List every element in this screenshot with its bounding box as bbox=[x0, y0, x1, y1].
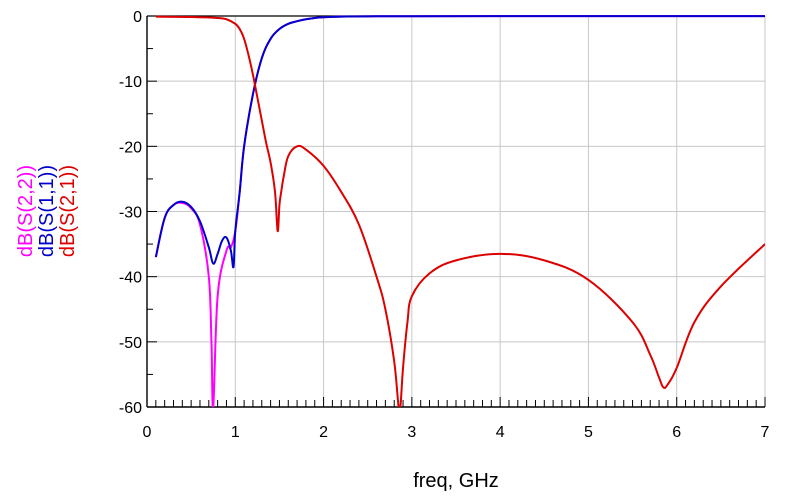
y-tick-label: -10 bbox=[119, 74, 142, 91]
x-tick-label: 5 bbox=[584, 424, 593, 441]
x-tick-label: 0 bbox=[143, 424, 152, 441]
legend-entry-db-s-1-1: dB(S(1,1)) bbox=[36, 165, 58, 257]
series-line-db-s-2-2 bbox=[154, 15, 765, 407]
x-tick-label: 1 bbox=[231, 424, 240, 441]
x-tick-label: 7 bbox=[761, 424, 770, 441]
y-tick-label: 0 bbox=[133, 9, 142, 26]
legend-entry-db-s-2-1: dB(S(2,1)) bbox=[57, 165, 79, 257]
y-tick-label: -30 bbox=[119, 205, 142, 222]
legend-entry-db-s-2-2: dB(S(2,2)) bbox=[15, 165, 37, 257]
y-tick-label: -40 bbox=[119, 270, 142, 287]
y-tick-label: -50 bbox=[119, 335, 142, 352]
y-tick-label: -20 bbox=[119, 139, 142, 156]
grid bbox=[147, 15, 766, 407]
x-axis-title: freq, GHz bbox=[413, 470, 499, 492]
y-tick-label: -60 bbox=[119, 400, 142, 417]
x-tick-label: 6 bbox=[672, 424, 681, 441]
series-line-db-s-1-1 bbox=[154, 15, 765, 269]
series-lines bbox=[154, 15, 765, 407]
legend: dB(S(2,2)) dB(S(1,1)) dB(S(2,1)) bbox=[15, 165, 79, 257]
axes bbox=[146, 16, 765, 408]
x-tick-label: 2 bbox=[319, 424, 328, 441]
series-line-db-s-2-1 bbox=[155, 15, 765, 407]
tick-labels: 0 1 2 3 4 5 6 7 0 -10 -20 -30 -40 -50 -60 bbox=[119, 9, 770, 441]
x-tick-label: 3 bbox=[407, 424, 416, 441]
x-tick-label: 4 bbox=[496, 424, 505, 441]
